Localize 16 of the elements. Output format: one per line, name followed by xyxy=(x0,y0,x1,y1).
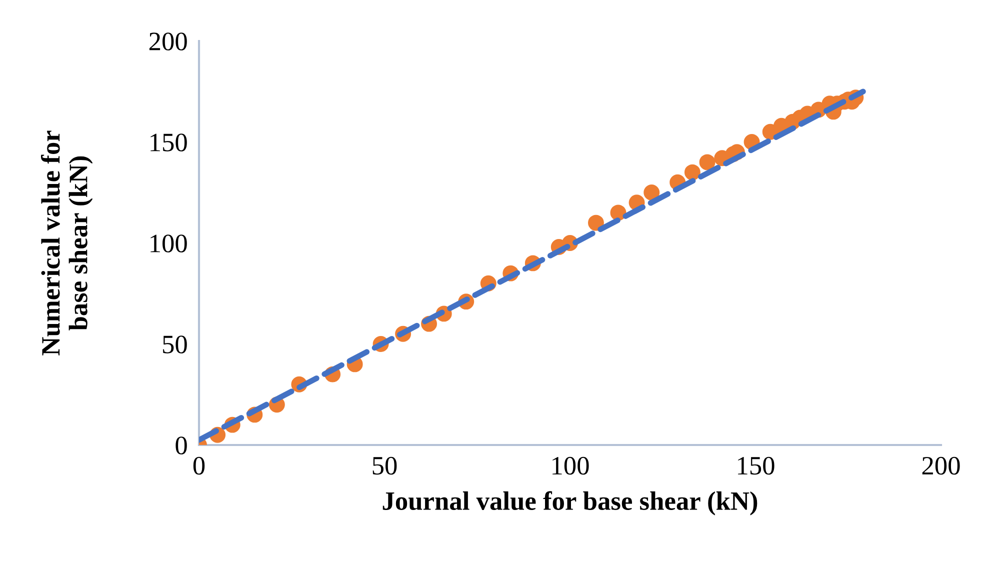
y-tick-label: 150 xyxy=(150,134,187,152)
point xyxy=(699,154,716,170)
y-tick-label: 200 xyxy=(149,32,187,50)
y-axis-title: Numerical value for base shear (kN) xyxy=(40,130,93,356)
y-tick-label: 100 xyxy=(150,234,187,252)
x-tick-label: 50 xyxy=(372,456,397,475)
x-axis-title: Journal value for base shear (kN) xyxy=(382,491,758,516)
y-tick-label: 50 xyxy=(163,336,187,354)
x-tick-label: 200 xyxy=(922,456,960,475)
x-tick-label: 100 xyxy=(552,456,589,475)
point xyxy=(588,214,604,231)
x-tick-label: 150 xyxy=(738,456,774,475)
y-tick-label: 0 xyxy=(176,436,187,454)
x-tick-label: 0 xyxy=(193,456,205,475)
point xyxy=(644,184,660,200)
point xyxy=(684,164,700,180)
